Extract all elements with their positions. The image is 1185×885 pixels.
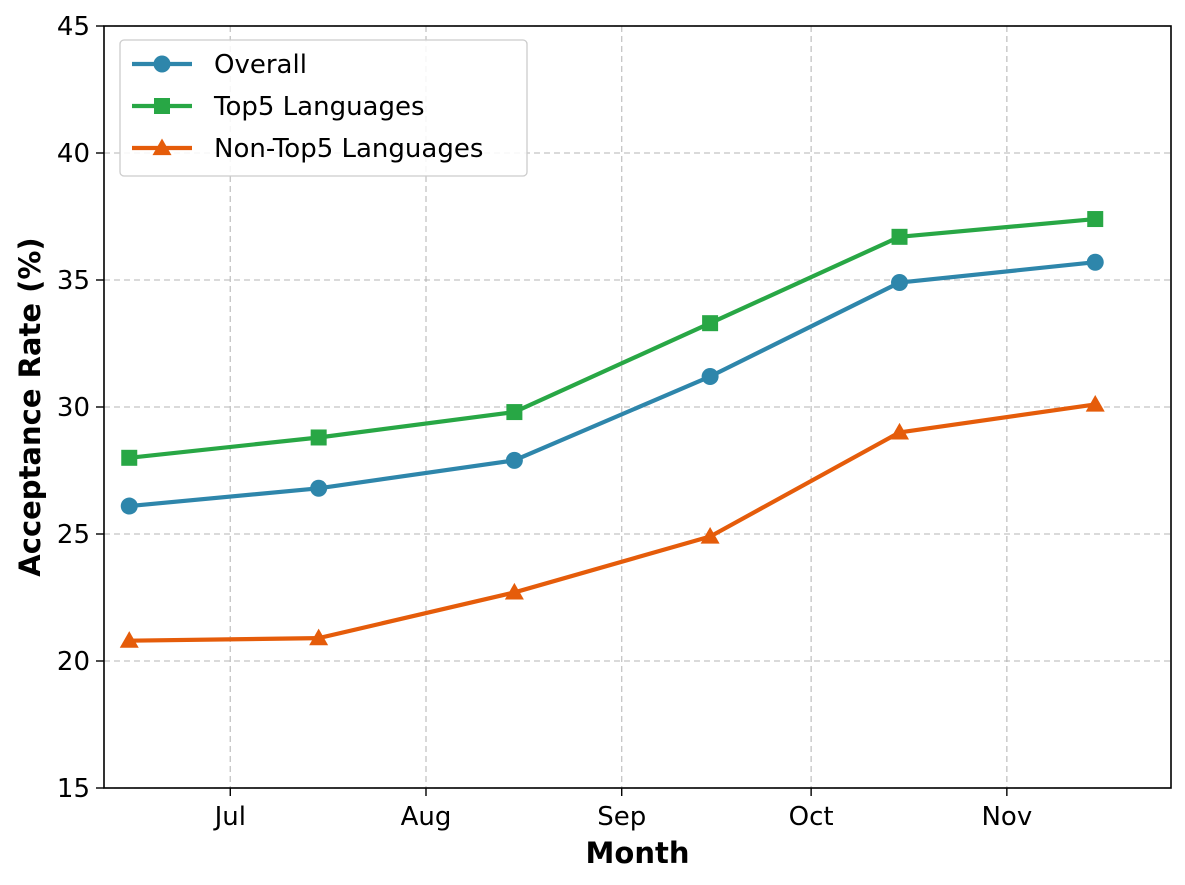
- x-tick-label: Aug: [401, 802, 452, 832]
- data-point: [891, 228, 908, 245]
- data-point: [701, 368, 719, 386]
- series-line: [127, 402, 1098, 643]
- data-point: [700, 527, 720, 544]
- data-point: [702, 315, 719, 332]
- series-layer: [119, 211, 1105, 648]
- y-tick-label: 40: [57, 139, 90, 169]
- data-point: [310, 429, 327, 446]
- legend-entry: Overall: [132, 50, 307, 80]
- legend-entry: Non-Top5 Languages: [132, 134, 483, 164]
- ticks-layer: 15 20 25 30 35 40 45 Jul Aug Sep Oct Nov: [57, 12, 1032, 832]
- data-point: [891, 274, 909, 292]
- series-non-top5-languages: [119, 394, 1105, 648]
- data-point: [310, 479, 328, 497]
- data-point: [506, 404, 523, 421]
- y-tick-label: 45: [57, 12, 90, 42]
- y-tick-label: 20: [57, 647, 90, 677]
- x-tick-label: Nov: [981, 802, 1032, 832]
- series-top5-languages: [121, 211, 1104, 466]
- legend-marker: [154, 98, 170, 114]
- x-tick-label: Oct: [789, 802, 834, 832]
- legend-box: [119, 39, 528, 177]
- y-axis-title: Acceptance Rate (%): [13, 237, 47, 576]
- data-point: [309, 628, 329, 646]
- legend: Overall Top5 Languages Non-Top5 Languages: [119, 39, 528, 177]
- y-tick-label: 30: [57, 393, 90, 423]
- legend-marker: [153, 55, 171, 73]
- legend-label: Non-Top5 Languages: [214, 134, 483, 164]
- y-tick-label: 25: [57, 520, 90, 550]
- data-point: [890, 422, 910, 440]
- data-point: [1086, 253, 1104, 271]
- x-tick-label: Sep: [597, 802, 646, 832]
- legend-marker: [152, 138, 172, 156]
- data-point: [1087, 211, 1104, 228]
- legend-items: Overall Top5 Languages Non-Top5 Languages: [132, 50, 483, 164]
- data-point: [1085, 394, 1105, 412]
- data-point: [120, 497, 138, 515]
- series-line: [127, 216, 1098, 460]
- data-point: [119, 631, 139, 648]
- y-tick-label: 35: [57, 266, 90, 296]
- y-tick-label: 15: [57, 774, 90, 804]
- data-point: [121, 449, 138, 466]
- series-line: [127, 260, 1098, 509]
- x-axis-title: Month: [586, 836, 690, 870]
- x-tick-label: Jul: [213, 802, 246, 832]
- data-point: [505, 451, 523, 469]
- legend-label: Overall: [214, 50, 307, 80]
- legend-entry: Top5 Languages: [132, 92, 425, 122]
- data-point: [504, 582, 524, 600]
- series-overall: [120, 253, 1104, 515]
- legend-label: Top5 Languages: [213, 92, 425, 122]
